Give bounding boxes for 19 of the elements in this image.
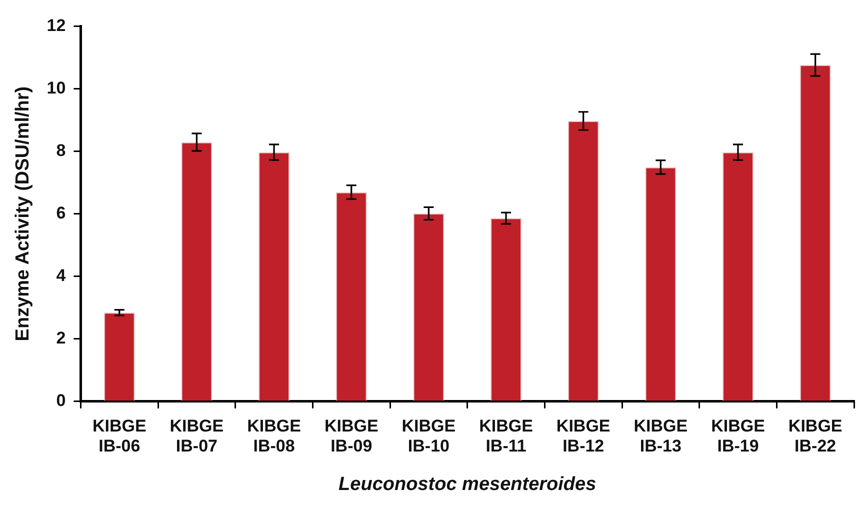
- y-tick-label: 4: [56, 266, 66, 286]
- x-tick-label: KIBGE IB-19: [711, 416, 765, 456]
- x-tick-label: KIBGE IB-11: [479, 416, 533, 456]
- x-tick-label: KIBGE IB-07: [170, 416, 224, 456]
- x-tick-label: KIBGE IB-09: [324, 416, 378, 456]
- y-tick-label: 10: [46, 78, 66, 98]
- y-tick-label: 2: [56, 328, 66, 348]
- x-tick-label: KIBGE IB-08: [247, 416, 301, 456]
- x-tick-label: KIBGE IB-10: [402, 416, 456, 456]
- x-tick-label: KIBGE IB-13: [634, 416, 688, 456]
- y-tick-label: 12: [46, 16, 66, 35]
- x-tick-label: KIBGE IB-06: [92, 416, 146, 456]
- y-tick-label: 6: [56, 203, 66, 222]
- y-tick-label: 0: [56, 391, 66, 410]
- x-axis-title: Leuconostoc mesenteroides: [338, 474, 596, 495]
- x-tick-label: KIBGE IB-12: [556, 416, 610, 456]
- y-tick-label: 8: [56, 140, 66, 160]
- y-axis-title: Enzyme Activity (DSU/ml/hr): [12, 86, 34, 342]
- x-tick-label: KIBGE IB-22: [788, 416, 842, 456]
